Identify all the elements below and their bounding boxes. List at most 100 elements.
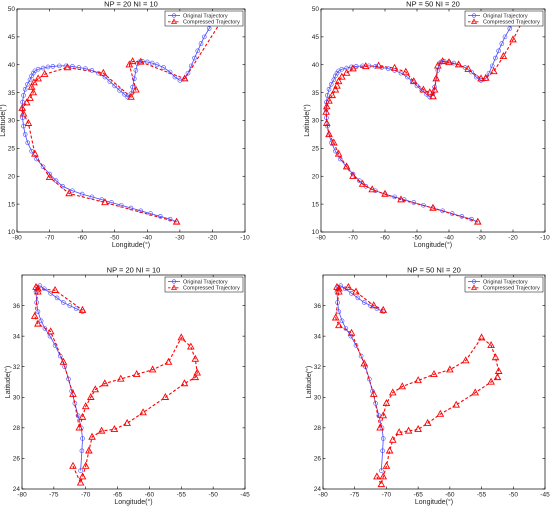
x-tick-label: -65 [113,492,123,499]
legend-box [164,10,244,27]
compressed-trajectory-point [191,373,200,381]
original-trajectory-point [361,300,367,305]
compressed-trajectory-point [30,78,38,86]
compressed-trajectory-line [34,286,198,485]
compressed-trajectory-point [349,64,357,72]
x-tick-label: -65 [413,492,423,499]
chart-title: NP = 50 NI = 20 [407,266,461,275]
compressed-trajectory-point [19,109,28,117]
legend-original-marker [171,279,177,284]
compressed-trajectory-point [452,400,461,408]
original-trajectory-point [22,86,28,92]
subplot-1: NP = 20 NI = 10 -80 -70 -60 -50 -40 -30 -20 -10 1… [0,0,250,249]
compressed-trajectory-point [334,149,343,157]
compressed-trajectory-point [76,478,85,486]
compressed-trajectory-point [477,333,486,341]
compressed-trajectory-point [382,461,391,469]
compressed-trajectory-point [385,446,394,454]
compressed-trajectory-point [110,425,119,433]
compressed-trajectory-point [322,107,330,115]
compressed-trajectory-point [432,74,441,82]
compressed-trajectory-point [139,408,147,416]
original-trajectory-point [358,353,364,359]
compressed-trajectory-point [329,138,338,146]
x-tick-label: -70 [45,235,55,242]
compressed-trajectory-point [423,418,432,426]
original-trajectory-point [469,69,474,75]
original-trajectory-point [502,34,508,40]
original-trajectory-point [392,194,397,200]
compressed-trajectory-point [430,370,438,378]
compressed-trajectory-point [430,85,439,93]
compressed-trajectory-point [128,57,137,65]
original-trajectory-point [35,66,41,72]
compressed-trajectory-line [21,14,226,223]
compressed-trajectory-point [489,67,498,75]
original-trajectory-point [41,286,47,292]
original-trajectory-point [161,65,166,70]
compressed-trajectory-point [395,428,403,436]
compressed-trajectory-point [445,58,453,66]
x-tick-label: -60 [77,235,87,242]
y-tick-label: 32 [314,364,322,371]
original-trajectory-point [493,55,498,61]
legend-compressed-label: Compressed Trajectory [483,20,540,26]
x-tick-label: -50 [110,235,120,242]
y-axis-label: Latitude(°) [305,366,313,398]
original-trajectory-point [75,413,81,418]
compressed-trajectory-point [123,418,131,426]
original-trajectory-point [57,63,62,69]
original-trajectory-point [73,306,79,311]
compressed-trajectory-point [78,472,87,480]
y-tick-label: 45 [8,34,16,41]
x-tick-label: -70 [382,492,392,499]
compressed-trajectory-point [63,63,72,71]
compressed-trajectory-point [31,149,39,157]
compressed-trajectory-point [335,321,343,329]
y-tick-label: 30 [314,394,322,401]
original-trajectory-point [22,132,28,137]
y-tick-label: 35 [8,90,16,97]
y-tick-label: 20 [8,173,16,180]
y-tick-label: 15 [312,201,320,208]
x-axis-label: Longitude(°) [414,241,452,249]
subplot-4: NP = 50 NI = 20 -80 -75 -70 -65 -60 -55 -50 -45 2… [305,266,550,507]
compressed-trajectory-point [379,411,388,419]
original-trajectory-point [25,81,30,87]
compressed-trajectory-point [461,356,470,364]
x-tick-label: -40 [444,235,454,242]
compressed-trajectory-point [333,81,341,89]
x-tick-label: -50 [509,492,519,499]
x-tick-label: -10 [240,235,250,242]
original-trajectory-point [154,62,160,68]
x-tick-label: -30 [476,235,486,242]
y-tick-label: 36 [314,303,322,310]
compressed-trajectory-point [180,379,189,387]
compressed-trajectory-point [86,392,95,400]
compressed-trajectory-point [446,365,454,373]
compressed-trajectory-point [398,382,407,390]
compressed-trajectory-point [101,198,109,206]
compressed-trajectory-point [390,63,399,71]
compressed-trajectory-point [75,423,84,431]
original-trajectory-point [353,343,359,348]
plot-frame [16,8,246,233]
original-trajectory-point [421,202,426,208]
compressed-trajectory-point [376,423,384,431]
compressed-trajectory-point [322,102,331,110]
chart-title: NP = 50 NI = 20 [406,0,460,9]
compressed-trajectory-point [481,73,490,81]
compressed-trajectory-point [409,77,418,85]
compressed-trajectory-point [51,285,59,293]
compressed-trajectory-point [99,68,108,76]
compressed-trajectory-point [34,319,42,327]
compressed-trajectory-point [487,340,495,348]
compressed-trajectory-point [342,162,351,170]
compressed-trajectory-point [18,103,27,111]
original-trajectory-point [339,318,345,324]
original-trajectory-point [61,300,66,305]
original-trajectory-point [496,48,501,54]
compressed-trajectory-point [69,389,77,397]
x-tick-label: -50 [208,492,218,499]
